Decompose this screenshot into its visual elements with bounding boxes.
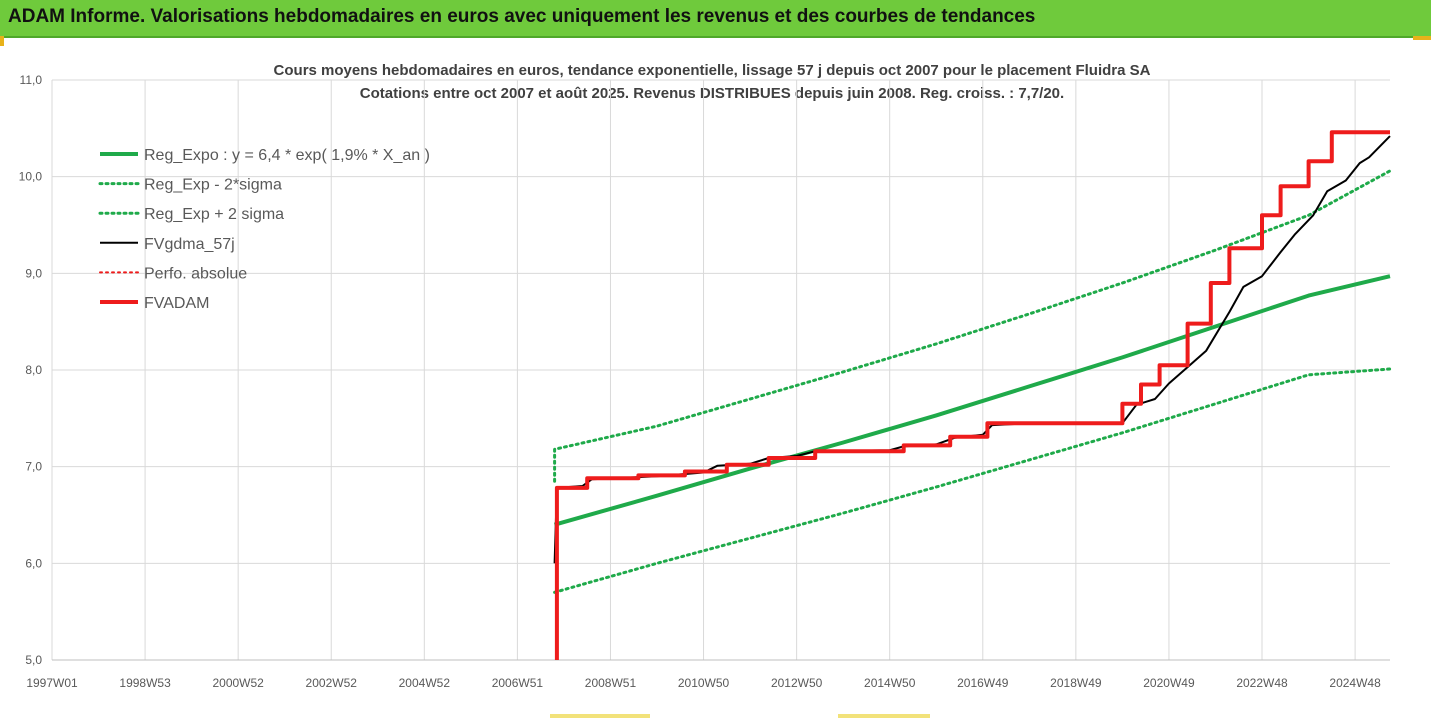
x-tick-label: 2024W48 — [1329, 676, 1381, 690]
x-tick-label: 2022W48 — [1236, 676, 1288, 690]
corner-mark-bottom-left — [550, 714, 650, 718]
corner-mark-top-right — [1413, 36, 1431, 40]
corner-mark-top-left — [0, 36, 4, 46]
legend: Reg_Expo : y = 6,4 * exp( 1,9% * X_an ) R… — [98, 147, 430, 312]
chart-title: Cours moyens hebdomadaires en euros, ten… — [274, 62, 1151, 79]
x-tick-label: 1998W53 — [119, 676, 171, 690]
corner-mark-bottom-mid — [838, 714, 930, 718]
x-tick-label: 1997W01 — [26, 676, 78, 690]
y-tick-label: 5,0 — [25, 653, 42, 667]
legend-label: Reg_Exp - 2*sigma — [144, 177, 282, 194]
report-title: ADAM Informe. Valorisations hebdomadaire… — [8, 6, 1036, 27]
y-tick-label: 6,0 — [25, 556, 42, 570]
y-axis-ticks: 5,0 6,0 7,0 8,0 9,0 10,0 11,0 — [19, 73, 43, 667]
y-tick-label: 8,0 — [25, 363, 42, 377]
x-tick-label: 2014W50 — [864, 676, 916, 690]
legend-label: Reg_Expo : y = 6,4 * exp( 1,9% * X_an ) — [144, 147, 430, 164]
x-tick-label: 2018W49 — [1050, 676, 1102, 690]
chart-subtitle: Cotations entre oct 2007 et août 2025. R… — [360, 85, 1064, 102]
report-banner: ADAM Informe. Valorisations hebdomadaire… — [0, 0, 1431, 38]
series-line-2 — [553, 169, 1392, 483]
x-tick-label: 2004W52 — [399, 676, 451, 690]
x-tick-label: 2002W52 — [306, 676, 358, 690]
x-tick-label: 2008W51 — [585, 676, 637, 690]
y-tick-label: 10,0 — [19, 170, 43, 184]
x-tick-label: 2010W50 — [678, 676, 730, 690]
series-line-3 — [553, 135, 1391, 564]
legend-label: Perfo. absolue — [144, 265, 247, 282]
series-line-0 — [554, 274, 1391, 527]
x-tick-label: 2016W49 — [957, 676, 1009, 690]
series-line-1 — [553, 367, 1392, 594]
x-tick-label: 2000W52 — [212, 676, 264, 690]
x-tick-label: 2006W51 — [492, 676, 544, 690]
series-lines — [553, 130, 1392, 660]
x-tick-label: 2020W49 — [1143, 676, 1195, 690]
gridlines — [51, 79, 1390, 661]
chart: Cours moyens hebdomadaires en euros, ten… — [19, 62, 1392, 690]
y-tick-label: 7,0 — [25, 460, 42, 474]
y-tick-label: 11,0 — [20, 73, 43, 87]
x-tick-label: 2012W50 — [771, 676, 823, 690]
legend-label: FVADAM — [144, 295, 209, 312]
series-line-5 — [554, 130, 1390, 660]
legend-label: Reg_Exp + 2 sigma — [144, 206, 284, 223]
y-tick-label: 9,0 — [25, 266, 42, 280]
legend-label: FVgdma_57j — [144, 236, 235, 253]
x-axis-ticks: 1997W01 1998W53 2000W52 2002W52 2004W52 2006W… — [26, 676, 1381, 690]
